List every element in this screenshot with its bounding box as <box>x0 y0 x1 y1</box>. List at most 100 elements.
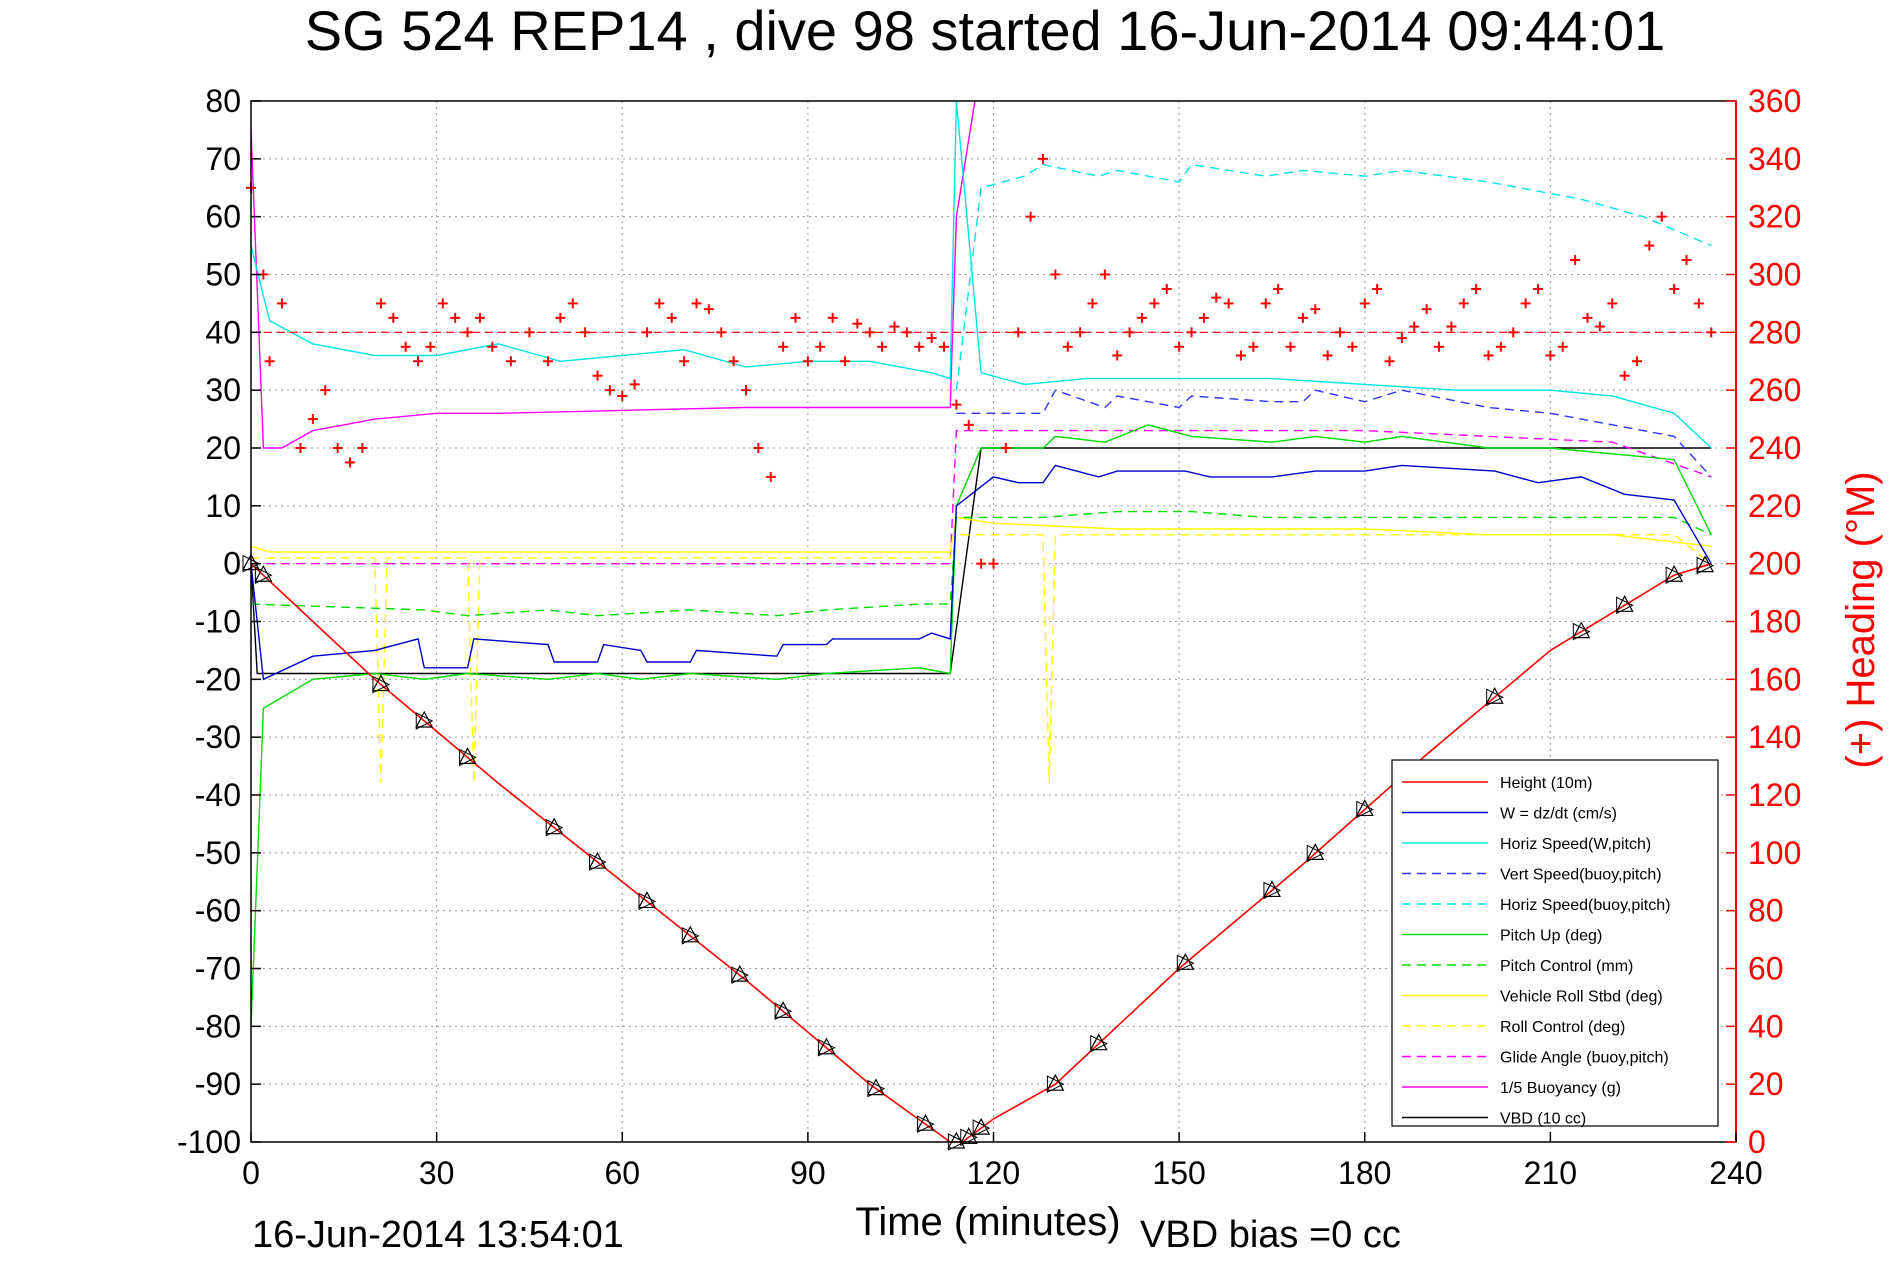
heading-point <box>345 457 355 468</box>
y-left-tick-label: 70 <box>205 141 241 177</box>
x-tick-label: 60 <box>604 1155 640 1191</box>
y-right-tick-label: 80 <box>1748 893 1784 929</box>
heading-point <box>413 356 424 367</box>
height-marker <box>1696 555 1715 575</box>
heading-point <box>679 356 690 367</box>
x-tick-label: 210 <box>1524 1155 1577 1191</box>
height-marker <box>588 851 607 871</box>
legend-label: Horiz Speed(buoy,pitch) <box>1500 897 1670 914</box>
heading-point <box>543 356 553 367</box>
heading-point <box>276 298 287 309</box>
heading-point <box>1644 240 1655 251</box>
heading-point <box>1607 298 1618 309</box>
heading-point <box>642 327 652 338</box>
heading-point <box>765 471 776 482</box>
height-marker <box>916 1113 935 1134</box>
series-line-height-10m <box>250 562 1712 1143</box>
heading-point <box>1557 341 1568 352</box>
heading-point <box>1409 321 1420 332</box>
y-left-tick-label: -20 <box>195 661 241 697</box>
heading-point <box>852 318 863 329</box>
heading-point <box>487 341 498 352</box>
y-right-tick-label: 260 <box>1748 372 1801 408</box>
height-marker <box>817 1037 836 1057</box>
heading-point <box>1372 283 1383 294</box>
x-tick-label: 0 <box>242 1155 260 1191</box>
heading-point <box>1248 341 1259 352</box>
height-marker <box>254 564 273 585</box>
heading-point <box>889 321 900 332</box>
y-right-tick-label: 340 <box>1748 141 1801 177</box>
heading-point <box>802 356 813 367</box>
heading-point <box>474 312 485 323</box>
height-marker <box>866 1078 886 1098</box>
series-line-horiz-speed-w-pitch <box>250 100 1712 449</box>
heading-point <box>778 341 789 352</box>
x-tick-label: 30 <box>419 1155 455 1191</box>
y-right-tick-label: 60 <box>1748 951 1784 987</box>
legend-box <box>1391 759 1719 1127</box>
heading-point <box>629 379 640 390</box>
heading-point <box>462 327 473 338</box>
heading-point <box>1062 341 1073 352</box>
heading-point <box>1137 312 1147 323</box>
heading-point <box>580 327 591 338</box>
y-left-tick-label: 80 <box>205 83 241 119</box>
heading-point <box>1297 312 1308 323</box>
heading-point <box>914 341 925 352</box>
y-left-tick-label: -60 <box>195 893 241 929</box>
heading-point <box>1013 327 1024 338</box>
heading-point <box>320 385 331 396</box>
y-right-tick-label: 300 <box>1748 257 1801 293</box>
heading-point <box>728 356 739 367</box>
heading-point <box>976 558 987 569</box>
heading-point <box>1508 327 1519 338</box>
legend-label: Vert Speed(buoy,pitch) <box>1500 867 1662 884</box>
heading-point <box>1582 312 1593 323</box>
heading-point <box>388 312 399 323</box>
heading-point <box>1421 304 1432 315</box>
heading-point <box>1446 321 1457 332</box>
heading-point <box>375 298 386 309</box>
y-right-tick-label: 140 <box>1748 719 1801 755</box>
heading-point <box>1161 283 1172 294</box>
heading-point <box>691 298 702 309</box>
heading-point <box>1483 350 1494 361</box>
heading-point <box>716 327 727 338</box>
heading-point <box>877 341 888 352</box>
x-axis-label: Time (minutes) <box>855 1200 1120 1244</box>
heading-point <box>1533 283 1543 294</box>
heading-point <box>901 327 912 338</box>
y-left-tick-label: 40 <box>205 314 241 350</box>
y-left-tick-label: -10 <box>195 604 241 640</box>
x-tick-label: 120 <box>967 1155 1020 1191</box>
height-marker <box>681 925 700 945</box>
series-line-horiz-speed-buoy-pitch <box>955 163 1712 391</box>
heading-point <box>1310 304 1321 315</box>
heading-point <box>951 399 962 410</box>
y-right-tick-label: 180 <box>1748 604 1801 640</box>
heading-point <box>926 333 937 344</box>
heading-point <box>1619 370 1630 381</box>
x-tick-label: 90 <box>790 1155 826 1191</box>
heading-point <box>332 443 343 453</box>
heading-point <box>1471 283 1482 294</box>
heading-point <box>1285 341 1296 352</box>
heading-point <box>1706 327 1717 338</box>
heading-point <box>1273 283 1284 294</box>
height-marker <box>545 817 564 837</box>
y-left-tick-label: 50 <box>205 257 241 293</box>
heading-point <box>1050 269 1061 280</box>
y-right-tick-label: 360 <box>1748 83 1801 119</box>
right-axis-ticks: 3603403203002802602402202001801601401201… <box>1726 83 1801 1160</box>
series-layer <box>250 100 1712 1143</box>
heading-point <box>1347 341 1358 352</box>
height-marker <box>1046 1073 1065 1093</box>
heading-point <box>1359 298 1370 309</box>
y-right-tick-label: 320 <box>1748 199 1801 235</box>
heading-point <box>753 443 764 453</box>
x-tick-label: 240 <box>1709 1155 1762 1191</box>
legend-label: Glide Angle (buoy,pitch) <box>1500 1050 1669 1067</box>
heading-point <box>1000 443 1011 453</box>
heading-point <box>1025 211 1036 222</box>
